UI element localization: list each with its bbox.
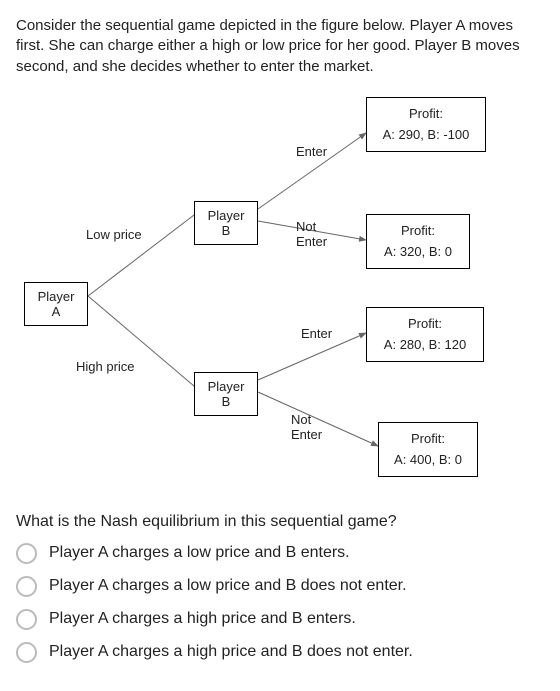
edge-label-enter-1: Enter (296, 144, 327, 160)
question-text: What is the Nash equilibrium in this seq… (16, 513, 544, 531)
payoff-values: A: 280, B: 120 (384, 337, 466, 352)
edge-label-not-enter-1: Not Enter (296, 219, 327, 250)
payoff-high-enter: Profit: A: 280, B: 120 (366, 307, 484, 363)
option-label: Player A charges a low price and B does … (49, 577, 407, 595)
node-player-a: Player A (24, 282, 88, 326)
option-label: Player A charges a high price and B does… (49, 643, 413, 661)
payoff-title: Profit: (375, 104, 477, 125)
radio-icon[interactable] (16, 642, 37, 663)
option-label: Player A charges a high price and B ente… (49, 610, 356, 628)
question-prompt: Consider the sequential game depicted in… (16, 16, 544, 77)
payoff-values: A: 320, B: 0 (384, 244, 452, 259)
payoff-high-notenter: Profit: A: 400, B: 0 (378, 422, 478, 478)
edge-label-enter-2: Enter (301, 326, 332, 342)
edge-label-high-price: High price (76, 359, 135, 375)
option-row[interactable]: Player A charges a high price and B does… (16, 642, 544, 663)
node-player-b-bottom: Player B (194, 372, 258, 416)
option-row[interactable]: Player A charges a low price and B does … (16, 576, 544, 597)
node-player-b-top: Player B (194, 201, 258, 245)
payoff-title: Profit: (375, 314, 475, 335)
payoff-values: A: 290, B: -100 (383, 127, 470, 142)
game-tree: Player A Player B Player B Low price Hig… (16, 89, 544, 499)
option-label: Player A charges a low price and B enter… (49, 544, 350, 562)
edge-label-not-enter-2: Not Enter (291, 412, 322, 443)
payoff-low-notenter: Profit: A: 320, B: 0 (366, 214, 470, 270)
radio-icon[interactable] (16, 576, 37, 597)
radio-icon[interactable] (16, 609, 37, 630)
payoff-title: Profit: (387, 429, 469, 450)
radio-icon[interactable] (16, 543, 37, 564)
option-row[interactable]: Player A charges a low price and B enter… (16, 543, 544, 564)
edge-label-low-price: Low price (86, 227, 142, 243)
payoff-title: Profit: (375, 221, 461, 242)
payoff-low-enter: Profit: A: 290, B: -100 (366, 97, 486, 153)
payoff-values: A: 400, B: 0 (394, 452, 462, 467)
option-row[interactable]: Player A charges a high price and B ente… (16, 609, 544, 630)
